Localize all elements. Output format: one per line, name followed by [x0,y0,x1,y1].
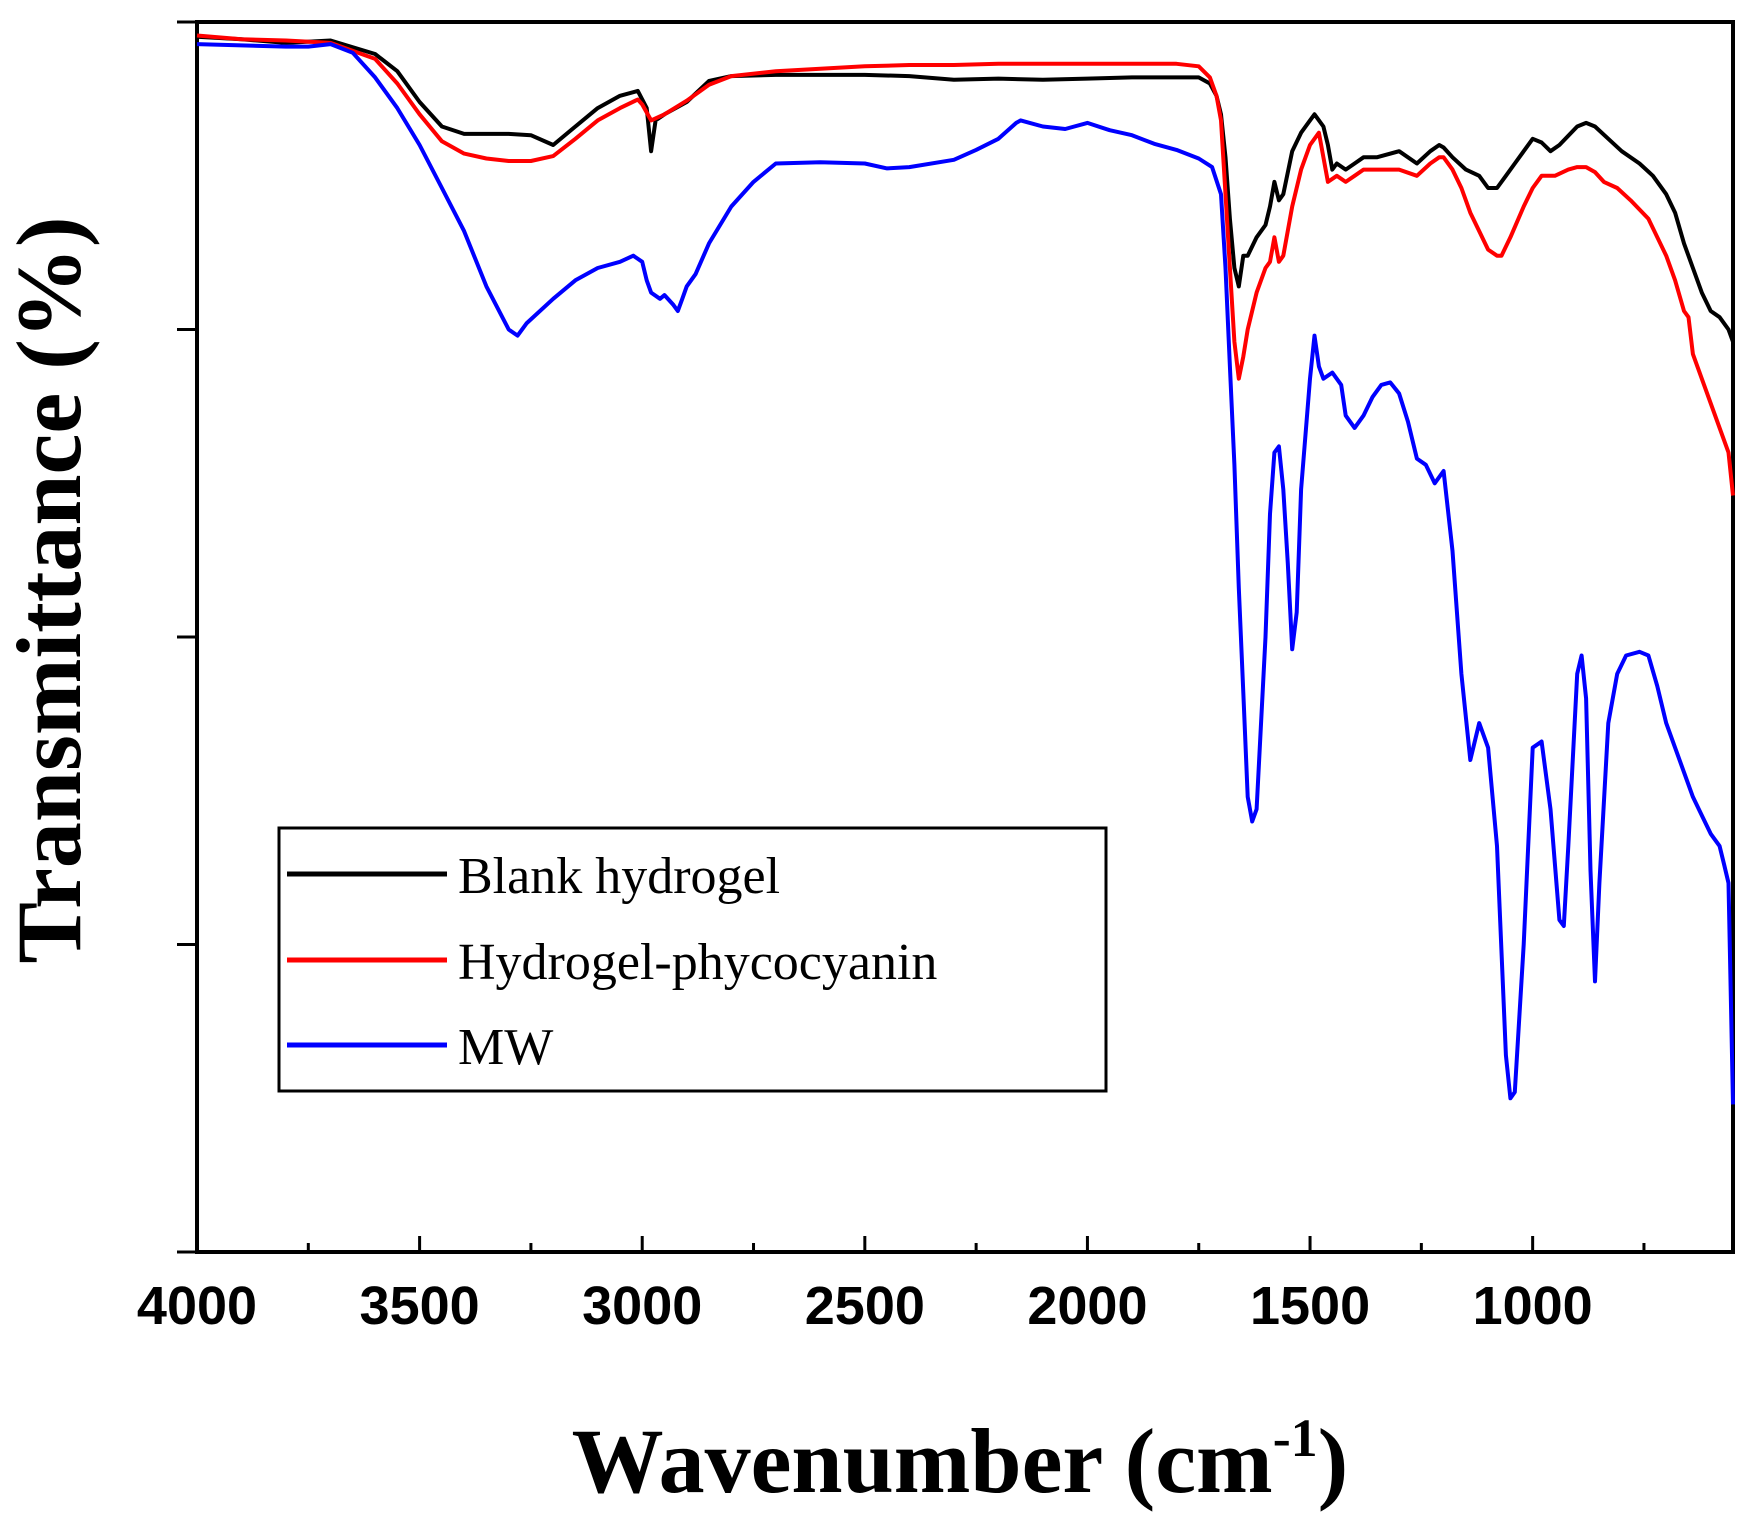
x-tick-label: 2000 [1027,1276,1147,1336]
legend-label-mw: MW [458,1019,553,1076]
x-tick-label: 1000 [1473,1276,1593,1336]
x-tick-label: 3000 [582,1276,702,1336]
series-layer [196,33,1735,1105]
x-tick-label: 2500 [805,1276,925,1336]
legend: Blank hydrogel Hydrogel-phycocyanin MW [277,826,1108,1093]
series-line-blank-hydrogel [196,34,1735,343]
legend-label-hydrogel-phycocyanin: Hydrogel-phycocyanin [458,934,937,991]
series-line-mw [196,42,1735,1105]
x-tick-label: 3500 [360,1276,480,1336]
x-tick-label: 1500 [1250,1276,1370,1336]
axis-ticks: 4000 3500 3000 2500 2000 1500 1000 [137,20,1646,1336]
legend-label-blank-hydrogel: Blank hydrogel [458,848,780,905]
x-tick-label: 4000 [137,1276,257,1336]
y-axis-title: Transmittance (%) [0,217,100,964]
series-line-hydrogel-phycocyanin [196,33,1735,496]
x-axis-title: Wavenumber (cm-1) [572,1408,1349,1512]
